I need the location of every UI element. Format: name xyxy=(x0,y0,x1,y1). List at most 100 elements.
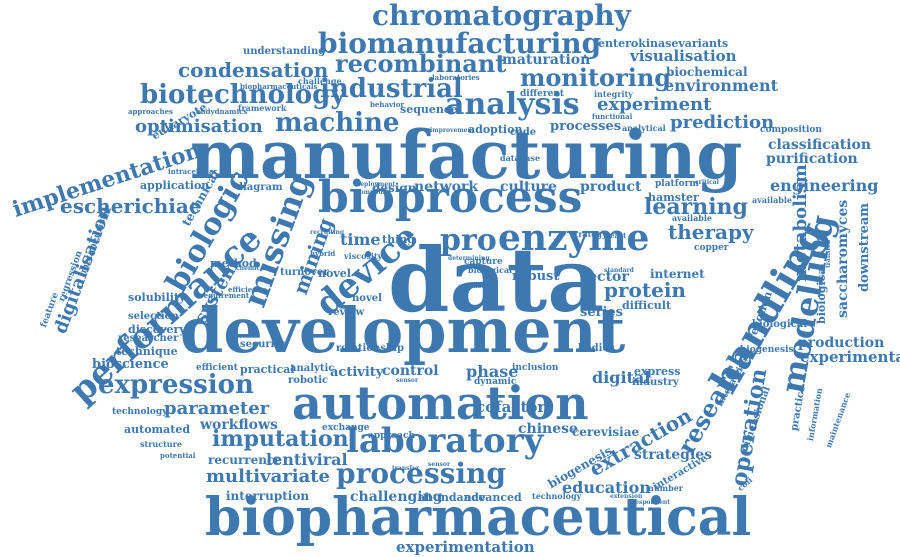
word-consideration: maintenance xyxy=(823,391,853,450)
word-sulphur: approach xyxy=(368,431,416,441)
word-behavior: behavior xyxy=(370,100,405,109)
word-available: available xyxy=(672,213,712,223)
word-critical: strategy xyxy=(570,229,607,239)
word-analysis: analysis xyxy=(445,87,580,122)
word-automated: recurrence xyxy=(208,453,282,467)
word-strategy: database xyxy=(500,153,541,163)
word-laboratories: andydnamics xyxy=(196,107,248,116)
word-practical: practical xyxy=(240,363,295,376)
word-enterokinasevariants: enterokinasevariants xyxy=(598,37,729,50)
word-data: data xyxy=(388,228,605,332)
word-extension: deployment xyxy=(356,181,396,188)
word-biopharmaceutical: biopharmaceutical xyxy=(205,487,752,548)
word-express: express xyxy=(634,365,681,378)
word-practice: biological xyxy=(752,319,808,330)
word-visualisation: visualisation xyxy=(630,47,737,65)
word-level: availability xyxy=(458,283,495,290)
word-maturation: maturation xyxy=(502,52,591,68)
word-recruiting: chemical xyxy=(236,265,267,272)
word-experimentation: experimentation xyxy=(396,538,535,556)
word-biomanufacturing: biomanufacturing xyxy=(318,27,602,60)
word-functional: laboratories xyxy=(432,73,480,82)
word-yeast: capture xyxy=(464,257,503,267)
word-sensor: hybrid xyxy=(310,249,336,258)
word-industrial: industrial xyxy=(320,74,463,104)
word-digital: digital xyxy=(592,368,651,387)
word-recovery: dynamic xyxy=(474,377,517,387)
word-approaches: potential xyxy=(160,451,196,460)
word-method: method xyxy=(210,257,257,270)
word-understanding: understanding xyxy=(243,46,326,57)
word-environment: environment xyxy=(664,76,779,95)
word-solution: exchange xyxy=(322,423,370,433)
word-step: determining xyxy=(448,255,490,262)
word-optimisation: optimisation xyxy=(135,116,263,137)
word-monitoring: monitoring xyxy=(520,63,672,92)
word-biotechnology: biotechnology xyxy=(140,80,346,110)
word-framework: framework xyxy=(238,103,287,113)
word-condensation: condensation xyxy=(178,58,329,82)
word-solubility: solubility xyxy=(128,291,186,304)
word-discovery: discovery xyxy=(128,323,186,336)
word-manufacturing: manufacturing xyxy=(190,116,743,194)
word-diagram: diagram xyxy=(236,182,283,193)
word-internet: internet xyxy=(650,267,705,281)
word-selection: selection xyxy=(128,311,179,322)
word-biochemical: biochemical xyxy=(666,65,748,79)
word-binodal: efficiency xyxy=(228,285,266,294)
word-robust: robust xyxy=(512,269,560,284)
word-challenge: challenge xyxy=(298,76,342,86)
word-chinese: chinese xyxy=(518,421,578,437)
word-time: time xyxy=(340,230,381,249)
word-application: application xyxy=(140,179,210,192)
word-robotic: robotic xyxy=(288,375,329,386)
word-capture: analytical xyxy=(622,123,666,133)
word-machine: machine xyxy=(275,108,400,138)
word-review: review xyxy=(328,307,365,318)
word-chromatography: chromatography xyxy=(372,0,631,32)
word-feature: yeast xyxy=(606,231,627,240)
word-hybrid: viscosity xyxy=(344,251,383,261)
word-pro: pro xyxy=(440,223,497,258)
word-imputation: imputation xyxy=(212,426,349,452)
word-mining: novel xyxy=(318,267,351,280)
word-dynamic: technology xyxy=(532,491,582,501)
word-researcher: researcher xyxy=(118,333,179,344)
word-cofactor: cofactor xyxy=(476,398,546,416)
word-parameter: parameter xyxy=(164,398,270,419)
word-engineering: engineering xyxy=(770,176,879,195)
word-andydnamics: structure xyxy=(140,439,182,449)
word-multivariate: multivariate xyxy=(206,466,330,487)
word-downstream: downstream xyxy=(857,202,872,292)
word-enzyme: enzyme xyxy=(498,217,650,259)
word-vector: vector xyxy=(580,269,629,285)
word-interruption: interruption xyxy=(226,489,310,503)
word-processes: processes xyxy=(550,119,622,134)
word-education: education xyxy=(562,478,651,497)
word-strategies: strategies xyxy=(634,447,713,463)
word-availability: extension xyxy=(610,493,643,500)
word-prediction: prediction xyxy=(670,112,775,133)
word-structure: efficient xyxy=(196,363,238,373)
word-recurrence: automated xyxy=(124,423,191,436)
word-exchange: biogenesis xyxy=(740,345,794,355)
word-relationship: technology xyxy=(112,407,168,417)
word-cerevisiae: cerevisiae xyxy=(572,425,640,439)
word-code: code xyxy=(510,127,537,138)
word-lentiviral: lentiviral xyxy=(266,450,348,469)
word-thing: thing xyxy=(382,233,415,246)
word-culture: culture xyxy=(500,179,557,195)
word-security: security xyxy=(240,339,285,350)
word-efficient: copper xyxy=(694,243,729,253)
word-bioprocess: bioprocess xyxy=(318,172,583,223)
word-purification: purification xyxy=(766,151,858,167)
word-number: compound xyxy=(356,189,392,196)
word-challenging: challenging xyxy=(350,489,443,505)
word-development: development xyxy=(180,294,626,367)
word-network: network xyxy=(414,179,479,195)
word-respondent: improvement xyxy=(430,127,475,134)
word-design: design xyxy=(372,181,417,195)
word-control: control xyxy=(382,363,439,379)
word-copper: inclusion xyxy=(512,363,559,373)
